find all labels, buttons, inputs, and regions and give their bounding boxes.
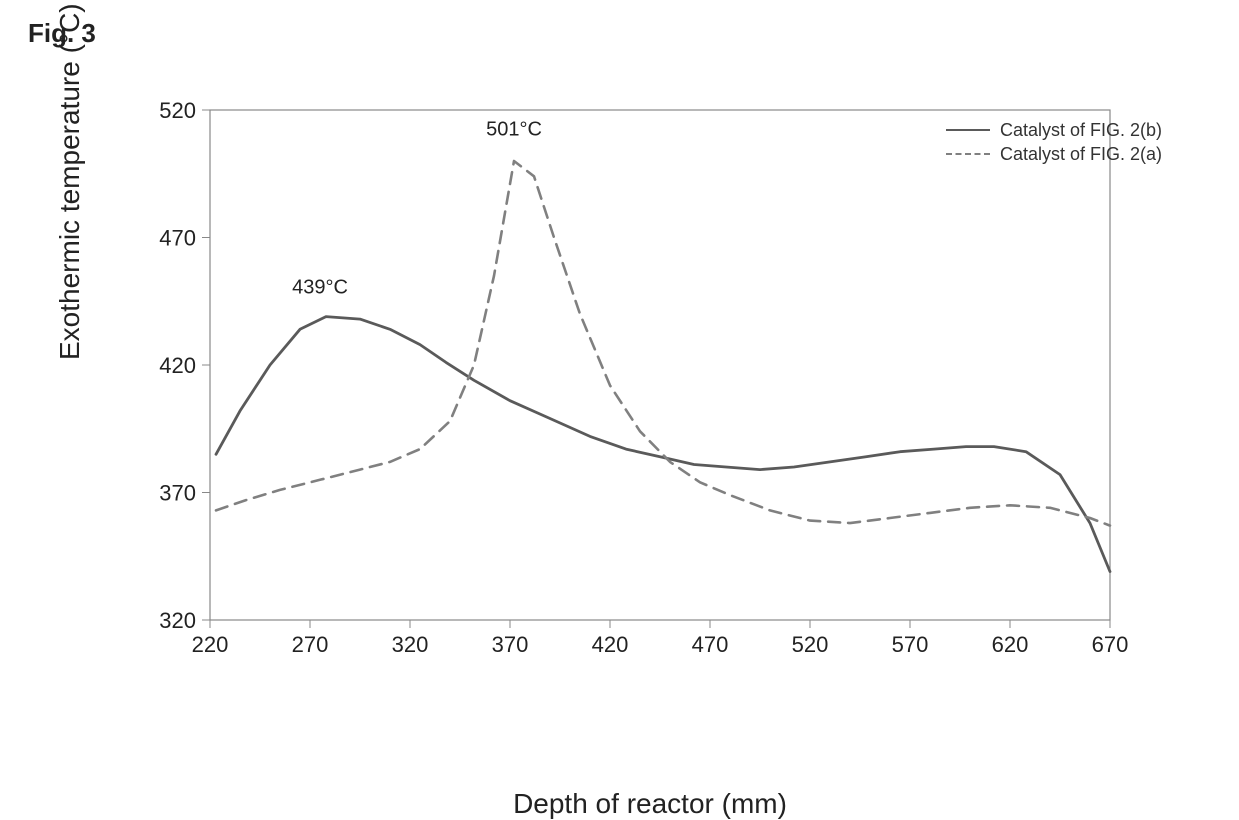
legend-swatch-solid	[946, 129, 990, 131]
legend-label-a: Catalyst of FIG. 2(a)	[1000, 144, 1162, 165]
svg-text:320: 320	[159, 608, 196, 633]
svg-text:320: 320	[392, 632, 429, 657]
svg-text:220: 220	[192, 632, 229, 657]
svg-text:470: 470	[692, 632, 729, 657]
svg-text:370: 370	[159, 481, 196, 506]
svg-text:270: 270	[292, 632, 329, 657]
svg-text:570: 570	[892, 632, 929, 657]
chart-annotation: 501°C	[486, 119, 542, 141]
svg-text:620: 620	[992, 632, 1029, 657]
legend-swatch-dashed	[946, 153, 990, 155]
svg-text:470: 470	[159, 226, 196, 251]
page-root: Fig. 3 220270320370420470520570620670320…	[0, 0, 1239, 814]
y-axis-label: Exothermic temperature (°C)	[54, 3, 86, 360]
svg-text:520: 520	[792, 632, 829, 657]
svg-text:370: 370	[492, 632, 529, 657]
chart-legend: Catalyst of FIG. 2(b) Catalyst of FIG. 2…	[946, 118, 1162, 166]
legend-item-b: Catalyst of FIG. 2(b)	[946, 118, 1162, 142]
svg-text:420: 420	[592, 632, 629, 657]
chart-annotation: 439°C	[292, 277, 348, 299]
line-chart: 220 270 320 370 420 470 520 570 620 670 320 370 420 4…	[120, 90, 1180, 690]
svg-text:520: 520	[159, 98, 196, 123]
svg-text:670: 670	[1092, 632, 1129, 657]
chart-container: 220 270 320 370 420 470 520 570 620 670 320 370 420 4…	[120, 90, 1180, 760]
legend-label-b: Catalyst of FIG. 2(b)	[1000, 120, 1162, 141]
legend-item-a: Catalyst of FIG. 2(a)	[946, 142, 1162, 166]
svg-text:420: 420	[159, 353, 196, 378]
x-axis-label: Depth of reactor (mm)	[120, 788, 1180, 820]
